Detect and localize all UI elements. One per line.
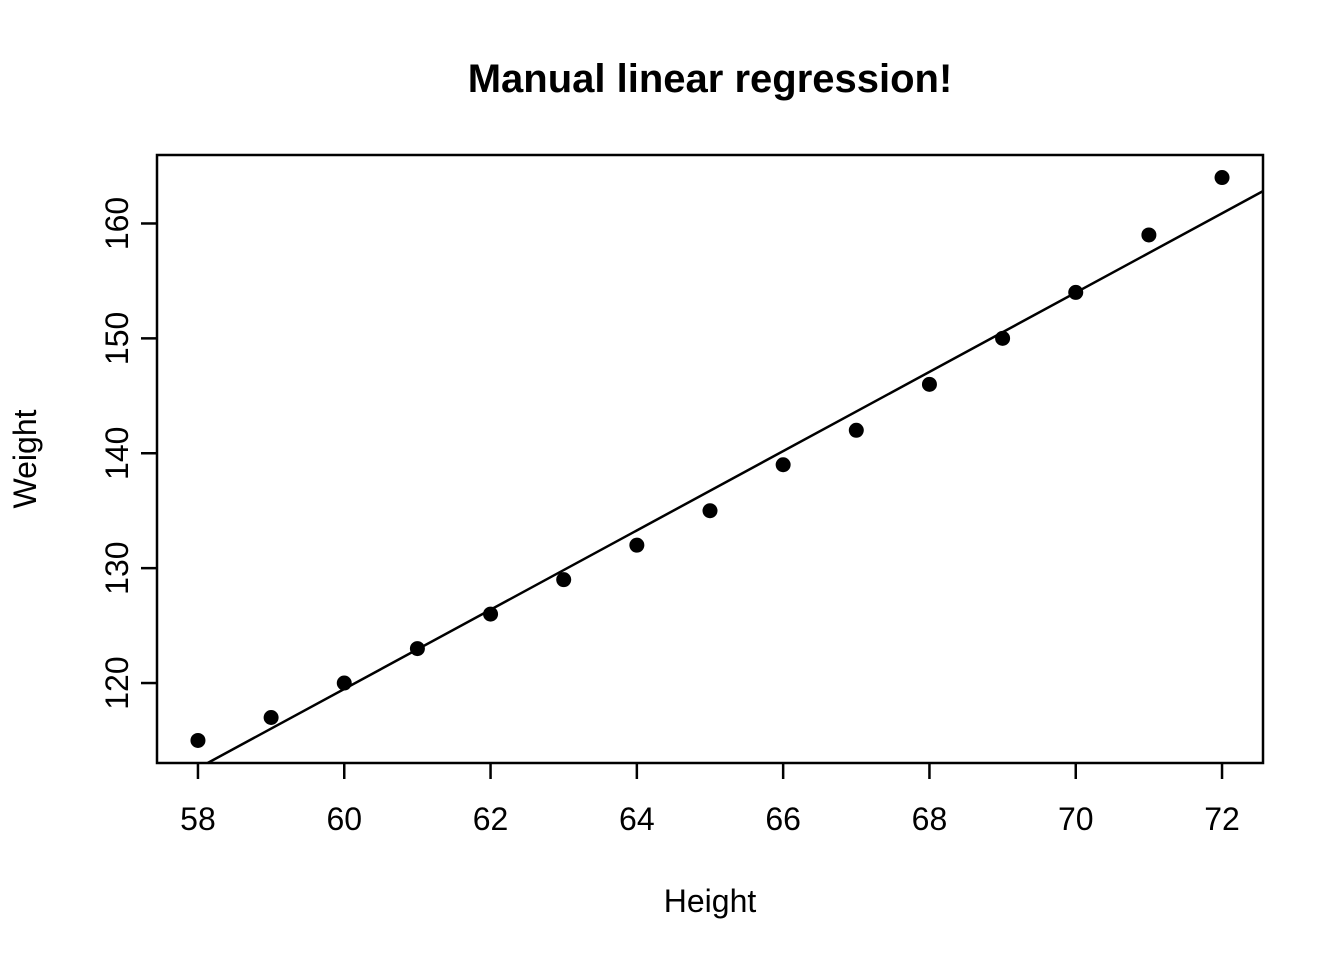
- data-point: [336, 675, 352, 691]
- x-tick-label: 72: [1204, 801, 1240, 837]
- data-point: [629, 537, 645, 553]
- x-tick-label: 60: [326, 801, 362, 837]
- y-tick-label: 150: [99, 312, 135, 365]
- x-tick-label: 68: [912, 801, 948, 837]
- x-tick-label: 62: [473, 801, 509, 837]
- x-tick-label: 70: [1058, 801, 1094, 837]
- chart-title: Manual linear regression!: [468, 57, 953, 101]
- x-tick-label: 64: [619, 801, 655, 837]
- data-point: [556, 572, 572, 588]
- plot-box: [155, 153, 1265, 765]
- regression-line: [207, 190, 1264, 765]
- y-tick-label: 120: [99, 656, 135, 709]
- data-point: [848, 422, 864, 438]
- x-axis-label: Height: [664, 883, 757, 919]
- data-point: [775, 457, 791, 473]
- y-tick-label: 140: [99, 427, 135, 480]
- data-point: [190, 732, 206, 748]
- data-point: [995, 330, 1011, 346]
- x-tick-label: 66: [765, 801, 801, 837]
- y-tick-label: 160: [99, 197, 135, 250]
- data-point: [263, 710, 279, 726]
- y-axis-label: Weight: [7, 409, 43, 508]
- data-point: [702, 503, 718, 519]
- data-point: [1068, 284, 1084, 300]
- data-point: [921, 376, 937, 392]
- data-point: [483, 606, 499, 622]
- x-tick-label: 58: [180, 801, 216, 837]
- plot-layer: 58 60 62 64 66 68 70 72 120 130 140 150 160: [99, 153, 1265, 837]
- data-point: [1141, 227, 1157, 243]
- data-point: [409, 641, 425, 657]
- y-tick-label: 130: [99, 541, 135, 594]
- data-point: [1214, 170, 1230, 186]
